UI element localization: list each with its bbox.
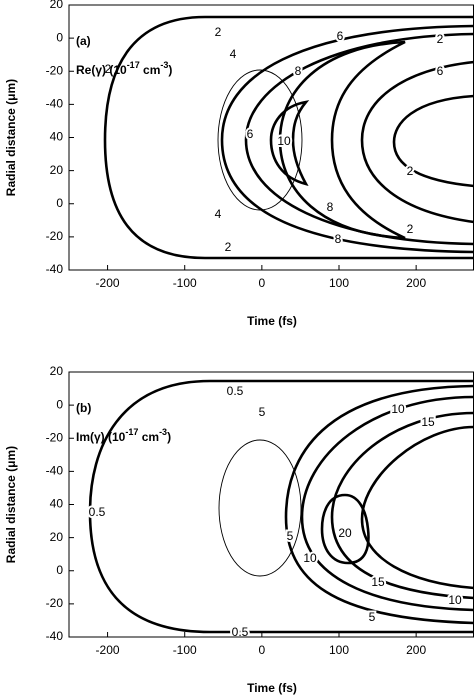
- contour-label: 0.5: [227, 384, 244, 398]
- panel-label: (b): [76, 401, 91, 415]
- contour-label: 6: [247, 127, 254, 141]
- annotation-exponent: -3: [160, 60, 168, 70]
- contour-line: [220, 24, 474, 254]
- contour-label: 6: [337, 29, 344, 43]
- contour-label: 8: [327, 200, 334, 214]
- contour-line: [330, 411, 474, 600]
- x-tick-label: -200: [96, 276, 120, 290]
- x-tick-label: 0: [259, 276, 266, 290]
- contour-line: [284, 384, 474, 625]
- x-tick-label: 200: [406, 276, 426, 290]
- y-tick-label: 0: [56, 563, 63, 577]
- contour-label: 10: [391, 402, 405, 416]
- y-axis-label: Radial distance (μm): [4, 446, 18, 563]
- contour-label: 4: [230, 47, 237, 61]
- contour-label: 6: [437, 64, 444, 78]
- y-tick-label: -20: [46, 596, 64, 610]
- contour-label: 2: [105, 62, 112, 76]
- contour-label: 20: [338, 526, 352, 540]
- contour-line: [320, 493, 370, 565]
- y-tick-label: -20: [46, 63, 64, 77]
- annotation-exponent: -3: [159, 427, 167, 437]
- x-tick-label: -100: [173, 643, 197, 657]
- contour-label: 2: [407, 164, 414, 178]
- y-tick-label: 40: [50, 130, 64, 144]
- x-tick-label: -200: [96, 643, 120, 657]
- contours: 0.5 0.5 0.5 5 5 5 10 10 10 15 15 20: [87, 379, 474, 639]
- contour-label: 2: [407, 222, 414, 236]
- y-tick-label: -20: [46, 229, 64, 243]
- x-tick-label: 100: [329, 276, 349, 290]
- x-axis-label: Time (fs): [247, 314, 297, 328]
- annotation-exponent: -17: [127, 60, 140, 70]
- annotation-text: Re(γ) (10: [76, 63, 127, 77]
- x-tick-label: 0: [259, 643, 266, 657]
- panel-label: (a): [76, 34, 91, 48]
- y-tick-label: -20: [46, 430, 64, 444]
- annotation-text: ): [168, 63, 172, 77]
- contour-label: 10: [448, 593, 462, 607]
- contour-label: 8: [295, 64, 302, 78]
- contour-line: [269, 100, 310, 186]
- contour-label: 0.5: [232, 625, 249, 639]
- contour-line: [360, 425, 474, 590]
- annotation: Im(γ) (10-17 cm-3): [76, 427, 171, 444]
- contour-line: [103, 15, 474, 260]
- contour-label: 10: [277, 134, 291, 148]
- y-tick-label: 0: [56, 397, 63, 411]
- y-tick-label: -40: [46, 97, 64, 111]
- y-axis-label: Radial distance (μm): [4, 79, 18, 196]
- annotation-text: ): [167, 430, 171, 444]
- x-tick-label: 100: [329, 643, 349, 657]
- annotation-text: cm: [138, 430, 159, 444]
- x-tick-label: -100: [173, 276, 197, 290]
- x-axis-label: Time (fs): [247, 681, 297, 695]
- y-tick-label: 0: [56, 196, 63, 210]
- contour-label: 2: [215, 25, 222, 39]
- y-tick-label: 20: [50, 530, 64, 544]
- contour-label: 2: [437, 32, 444, 46]
- y-tick-label: 40: [50, 497, 64, 511]
- plot-area: 0.5 0.5 0.5 5 5 5 10 10 10 15 15 20: [87, 379, 474, 639]
- contour-label: 15: [371, 575, 385, 589]
- contour-label: 0.5: [89, 505, 106, 519]
- x-tick-label: 200: [406, 643, 426, 657]
- contour-label: 8: [335, 232, 342, 246]
- contour-line: [300, 395, 474, 612]
- contour-line: [360, 60, 474, 224]
- annotation: Re(γ) (10-17 cm-3): [76, 60, 172, 77]
- y-tick-label: 20: [50, 0, 64, 11]
- y-tick-label: 20: [50, 364, 64, 378]
- annotation-text: Im(γ) (10: [76, 430, 126, 444]
- y-tick-label: -40: [46, 629, 64, 643]
- contour-label: 4: [215, 207, 222, 221]
- annotation-exponent: -17: [125, 427, 138, 437]
- y-tick-label: -40: [46, 262, 64, 276]
- pulse-outline: [218, 439, 302, 577]
- contour-line: [392, 94, 474, 188]
- contour-line: [88, 379, 474, 634]
- contour-label: 15: [421, 415, 435, 429]
- y-tick-label: 20: [50, 163, 64, 177]
- contour-line: [278, 40, 406, 240]
- y-tick-label: -40: [46, 464, 64, 478]
- annotation-text: cm: [140, 63, 161, 77]
- y-tick-label: 0: [56, 30, 63, 44]
- contour-label: 5: [259, 405, 266, 419]
- contour-label: 5: [287, 529, 294, 543]
- contour-label: 5: [369, 610, 376, 624]
- contour-label: 2: [225, 240, 232, 254]
- plot-frame: [68, 371, 474, 638]
- contour-label: 10: [303, 551, 317, 565]
